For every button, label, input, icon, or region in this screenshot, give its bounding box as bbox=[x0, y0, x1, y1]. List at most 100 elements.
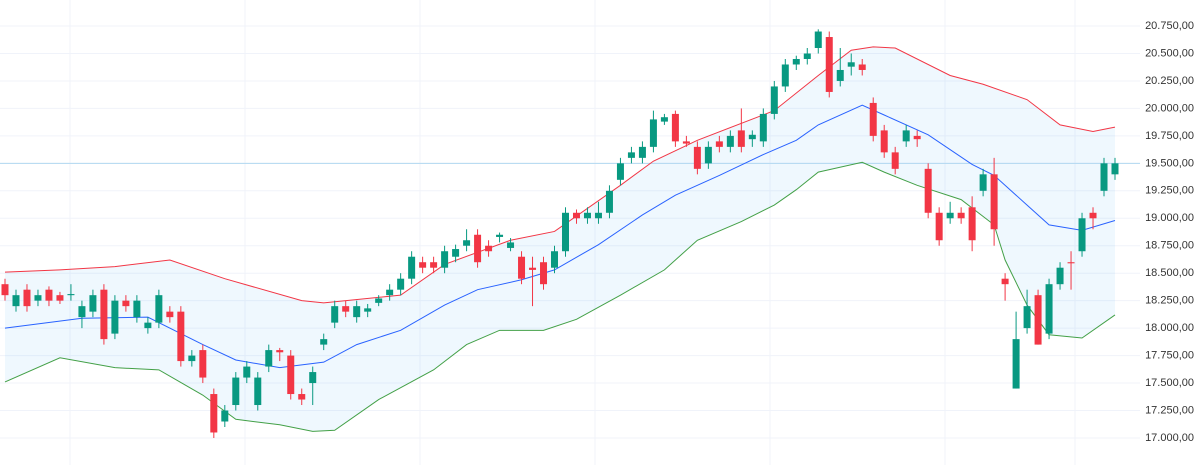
candle-body bbox=[605, 190, 613, 213]
candle-body bbox=[166, 311, 174, 318]
candle bbox=[243, 361, 251, 384]
candle bbox=[660, 113, 668, 125]
candle-body bbox=[594, 212, 602, 219]
candle-body bbox=[507, 242, 515, 248]
candle bbox=[1089, 207, 1097, 230]
candle-body bbox=[122, 300, 130, 307]
candle bbox=[78, 300, 86, 329]
band-fill bbox=[5, 46, 1115, 432]
candle-body bbox=[561, 212, 569, 252]
candle-body bbox=[331, 306, 339, 323]
candle bbox=[540, 256, 548, 290]
candle bbox=[649, 110, 657, 153]
candle bbox=[1034, 289, 1042, 345]
candle bbox=[210, 388, 218, 438]
candle-body bbox=[638, 146, 646, 158]
y-tick-label: 19.000,00 bbox=[1145, 212, 1194, 224]
candle bbox=[287, 350, 295, 400]
candle-body bbox=[67, 294, 75, 296]
candle bbox=[891, 146, 899, 175]
candle bbox=[638, 141, 646, 164]
candle-body bbox=[627, 152, 635, 158]
candle bbox=[924, 163, 932, 219]
candle-body bbox=[496, 234, 504, 237]
candle bbox=[518, 251, 526, 285]
candle bbox=[408, 251, 416, 285]
candle-body bbox=[792, 58, 800, 65]
candle-body bbox=[23, 289, 31, 307]
candle-body bbox=[551, 251, 559, 268]
candle-body bbox=[913, 135, 921, 140]
candle bbox=[177, 306, 185, 367]
candle-body bbox=[309, 372, 317, 384]
candle-body bbox=[682, 141, 690, 144]
candle-body bbox=[474, 234, 482, 263]
candle-body bbox=[386, 289, 394, 296]
y-tick-label: 19.500,00 bbox=[1145, 157, 1194, 169]
candle-body bbox=[254, 377, 262, 406]
candle bbox=[836, 48, 844, 87]
candle-body bbox=[902, 130, 910, 142]
candle bbox=[364, 303, 372, 318]
candle-body bbox=[1089, 212, 1097, 219]
candle bbox=[144, 317, 152, 334]
candle-body bbox=[583, 212, 591, 219]
candle-body bbox=[265, 350, 273, 367]
candle bbox=[803, 48, 811, 65]
candle bbox=[902, 124, 910, 147]
candle bbox=[474, 229, 482, 268]
y-tick-label: 18.000,00 bbox=[1145, 322, 1194, 334]
candle-body bbox=[452, 249, 460, 257]
candle bbox=[166, 306, 174, 323]
candle bbox=[594, 201, 602, 224]
candle-body bbox=[803, 53, 811, 59]
band-line bbox=[4, 161, 1116, 432]
candle bbox=[199, 344, 207, 384]
candle-body bbox=[133, 300, 141, 318]
y-tick-label: 20.750,00 bbox=[1145, 20, 1194, 32]
candle-body bbox=[287, 355, 295, 395]
candle bbox=[386, 284, 394, 301]
candle-body bbox=[891, 152, 899, 169]
y-tick-label: 17.250,00 bbox=[1145, 404, 1194, 416]
candle bbox=[1100, 157, 1108, 197]
candle bbox=[605, 185, 613, 219]
candle-body bbox=[276, 350, 284, 353]
candle bbox=[726, 130, 734, 153]
candle bbox=[265, 344, 273, 373]
candle bbox=[67, 284, 75, 301]
candle bbox=[430, 256, 438, 274]
candle-body bbox=[748, 134, 756, 140]
candle bbox=[221, 405, 229, 427]
candle bbox=[1056, 262, 1064, 290]
candle bbox=[100, 284, 108, 345]
candle-body bbox=[12, 295, 20, 307]
candle-body bbox=[463, 240, 471, 246]
candle-body bbox=[1045, 284, 1053, 334]
band-line bbox=[4, 104, 1116, 369]
candle-body bbox=[946, 212, 954, 219]
candle-body bbox=[1034, 295, 1042, 345]
candle bbox=[561, 207, 569, 257]
candle bbox=[89, 289, 97, 318]
candle-body bbox=[814, 31, 822, 49]
candle bbox=[792, 55, 800, 70]
candle-body bbox=[430, 262, 438, 268]
candle-body bbox=[78, 306, 86, 318]
candle-body bbox=[847, 62, 855, 67]
candle-body bbox=[781, 64, 789, 87]
candle-body bbox=[1111, 163, 1119, 175]
candle-body bbox=[935, 212, 943, 241]
candle bbox=[704, 141, 712, 169]
candle-body bbox=[836, 69, 844, 81]
candle bbox=[276, 347, 284, 362]
candle bbox=[1023, 289, 1031, 334]
candle bbox=[353, 300, 361, 323]
candle bbox=[693, 141, 701, 175]
candle bbox=[331, 300, 339, 329]
candle-body bbox=[364, 308, 372, 312]
candle-body bbox=[1056, 267, 1064, 285]
candle bbox=[737, 108, 745, 153]
vertical-grid bbox=[69, 0, 1076, 465]
candle bbox=[880, 124, 888, 158]
